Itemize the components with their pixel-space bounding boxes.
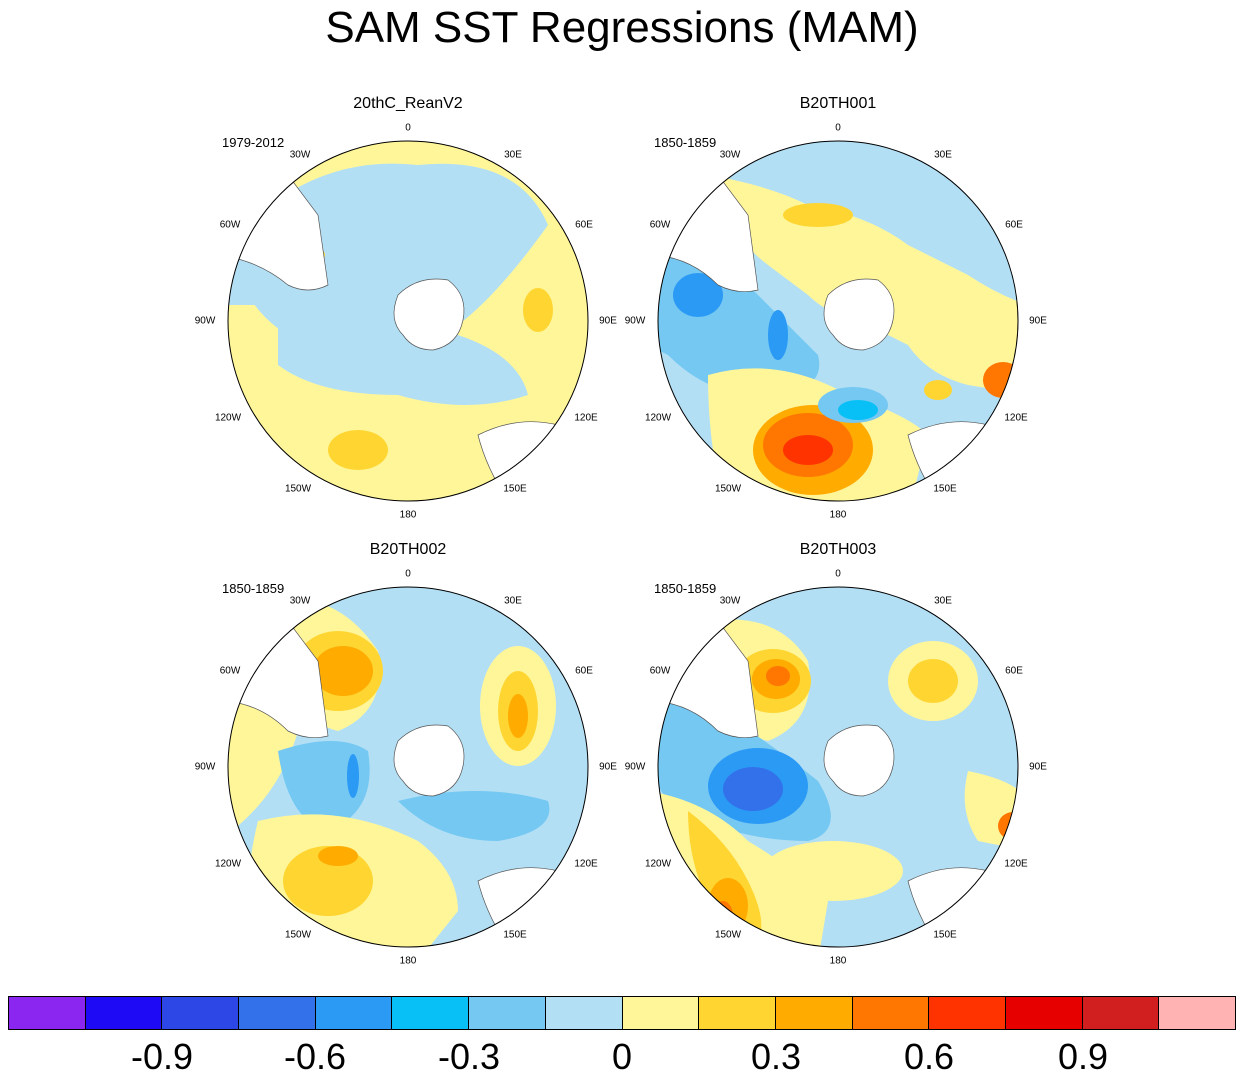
colorbar-swatch [1159,997,1235,1029]
polar-map [657,140,1019,502]
colorbar-tick-label: 0.9 [1057,1036,1109,1077]
colorbar-swatch [392,997,470,1029]
lon-label: 60W [219,665,241,677]
lon-label: 90W [194,761,216,773]
lon-label: 120W [644,858,672,870]
map-panel-2: B20TH001 1850-1859 0 30E 60E 90E 120 [625,95,1047,521]
colorbar-swatch [775,997,853,1029]
lon-label: 120E [1004,858,1028,870]
colorbar-swatch [622,997,700,1029]
colorbar-swatch [469,997,546,1029]
lon-label: 150W [284,929,312,941]
lon-label: 120E [1004,412,1028,424]
colorbar-swatch [852,997,930,1029]
colorbar-swatch [85,997,163,1029]
lon-label: 120W [214,412,242,424]
colorbar-swatch [699,997,776,1029]
lon-label: 0 [835,122,841,134]
panel-title: 20thC_ReanV2 [353,95,463,112]
lon-label: 30W [289,595,311,607]
colorbar-tick-label: -0.9 [130,1036,194,1077]
lon-label: 30W [719,149,741,161]
lon-label: 180 [829,509,847,521]
lon-label: 90E [599,315,617,327]
map-panel-4: B20TH003 1850-1859 0 [625,541,1047,967]
lon-label: 0 [405,122,411,134]
lon-label: 90E [1029,315,1047,327]
lon-label: 30E [504,595,522,607]
colorbar-swatch [315,997,393,1029]
colorbar-tick-label: 0 [611,1036,633,1077]
lon-label: 60E [575,665,593,677]
panel-title: B20TH003 [799,541,877,558]
lon-label: 120E [574,858,598,870]
colorbar-swatch [1005,997,1083,1029]
panel-title: B20TH002 [369,541,447,558]
figure-title: SAM SST Regressions (MAM) [325,3,919,52]
lon-label: 60E [575,219,593,231]
lon-label: 150W [714,483,742,495]
lon-label: 30W [289,149,311,161]
colorbar-tick-label: -0.3 [437,1036,501,1077]
lon-label: 90E [1029,761,1047,773]
panel-title: B20TH001 [799,95,877,112]
lon-label: 150E [933,483,957,495]
lon-label: 90E [599,761,617,773]
lon-label: 120W [214,858,242,870]
colorbar-tick-label: -0.6 [283,1036,347,1077]
colorbar-swatch [929,997,1006,1029]
colorbar-swatch [545,997,623,1029]
colorbar-swatch [9,997,86,1029]
panel-period: 1850-1859 [654,135,717,150]
colorbar-tick-label: 0.6 [903,1036,955,1077]
lon-label: 150E [503,483,527,495]
map-panel-3: B20TH002 1850-1859 0 30E 60E 90E 120 [195,541,617,967]
lon-label: 150W [284,483,312,495]
panel-period: 1850-1859 [222,581,285,596]
lon-label: 90W [624,315,646,327]
lon-label: 150E [933,929,957,941]
colorbar-swatch [1082,997,1160,1029]
lon-label: 0 [835,568,841,580]
lon-label: 0 [405,568,411,580]
polar-map [227,140,589,502]
polar-map [227,586,589,948]
lon-label: 150W [714,929,742,941]
lon-label: 120E [574,412,598,424]
lon-label: 90W [194,315,216,327]
lon-label: 30W [719,595,741,607]
lon-label: 150E [503,929,527,941]
lon-label: 30E [934,595,952,607]
lon-label: 180 [399,955,417,967]
lon-label: 60W [219,219,241,231]
colorbar [8,996,1236,1030]
lon-label: 30E [504,149,522,161]
panel-period: 1850-1859 [654,581,717,596]
lon-label: 90W [624,761,646,773]
colorbar-swatch [162,997,240,1029]
lon-label: 60E [1005,665,1023,677]
lon-label: 60E [1005,219,1023,231]
panel-period: 1979-2012 [222,135,285,150]
colorbar-tick-label: 0.3 [750,1036,802,1077]
lon-label: 60W [649,665,671,677]
lon-label: 180 [399,509,417,521]
lon-label: 30E [934,149,952,161]
lon-label: 60W [649,219,671,231]
colorbar-swatch [239,997,316,1029]
map-panel-1: 20thC_ReanV2 1979-2012 0 30E 60E 90E 120… [195,95,617,521]
lon-label: 180 [829,955,847,967]
polar-map [657,586,1019,948]
lon-label: 120W [644,412,672,424]
